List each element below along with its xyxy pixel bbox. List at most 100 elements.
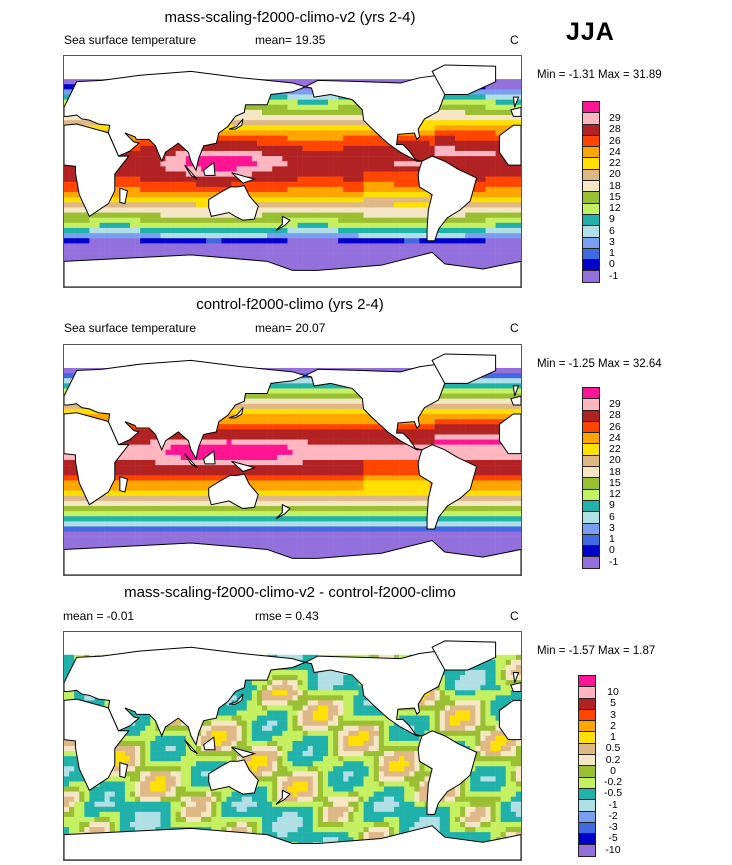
colorbar-tick-label: 18 — [609, 179, 621, 192]
map-cell — [114, 222, 121, 229]
map-cell — [180, 197, 187, 203]
map-cell — [104, 243, 110, 249]
map-cell — [322, 419, 329, 425]
map-cell — [272, 388, 278, 394]
map-cell — [490, 150, 496, 157]
map-cell — [267, 145, 273, 152]
map-cell — [251, 145, 258, 152]
map-cell — [429, 248, 435, 254]
map-cell — [307, 207, 314, 213]
map-cell — [500, 207, 507, 213]
map-cell — [475, 109, 481, 116]
map-cell — [317, 130, 324, 136]
map-cell — [312, 202, 319, 208]
map-cell — [333, 388, 339, 394]
map-cell — [505, 227, 512, 234]
map-cell — [272, 253, 278, 260]
map-cell — [460, 135, 466, 141]
map-cell — [510, 181, 517, 188]
map-cell — [460, 233, 466, 239]
map-cell — [333, 150, 339, 157]
map-cell — [256, 408, 263, 415]
map-cell — [434, 115, 441, 121]
map-cell — [378, 217, 385, 224]
map-cell — [485, 393, 491, 399]
map-cell — [160, 166, 166, 172]
map-cell — [322, 202, 329, 208]
map-cell — [439, 227, 446, 234]
map-cell — [480, 130, 486, 136]
map-cell — [69, 227, 75, 234]
map-cell — [333, 109, 339, 116]
map-cell — [480, 202, 486, 208]
map-cell — [333, 207, 339, 213]
map-cell — [74, 403, 80, 410]
map-cell — [256, 253, 263, 260]
map-cell — [449, 135, 456, 141]
map-cell — [307, 434, 314, 440]
map-cell — [434, 408, 441, 415]
map-cell — [388, 258, 395, 265]
map-cell — [74, 202, 80, 208]
map-cell — [69, 171, 75, 177]
map-cell — [475, 120, 481, 126]
map-cell — [338, 419, 344, 425]
map-cell — [201, 217, 207, 224]
map-cell — [338, 253, 344, 260]
map-cell — [338, 414, 344, 420]
map-cell — [104, 217, 110, 224]
map-cell — [388, 181, 395, 188]
map-cell — [185, 212, 192, 218]
map-cell — [348, 145, 354, 152]
map-cell — [343, 227, 349, 234]
map-cell — [124, 176, 131, 183]
map-cell — [429, 408, 435, 415]
map-cell — [480, 186, 486, 193]
map-cell — [480, 408, 486, 415]
map-cell — [317, 248, 324, 254]
map-cell — [140, 181, 146, 188]
map-cell — [368, 161, 374, 167]
map-cell — [470, 238, 476, 244]
map-cell — [485, 135, 491, 141]
map-cell — [460, 398, 466, 405]
map-cell — [282, 408, 288, 415]
map-cell — [312, 227, 319, 234]
map-cell — [119, 207, 126, 213]
map-cell — [490, 197, 496, 203]
map-cell — [444, 150, 451, 157]
map-cell — [135, 227, 141, 234]
map-cell — [246, 125, 253, 131]
map-cell — [434, 233, 441, 239]
map-cell — [434, 130, 441, 136]
map-cell — [307, 150, 314, 157]
map-cell — [256, 115, 263, 121]
map-cell — [475, 424, 481, 430]
map-cell — [114, 176, 121, 183]
map-cell — [114, 192, 121, 198]
map-cell — [246, 398, 253, 405]
map-cell — [307, 130, 314, 136]
map-cell — [444, 145, 451, 152]
map-cell — [211, 150, 217, 157]
map-cell — [333, 414, 339, 420]
map-cell — [307, 166, 314, 172]
map-cell — [419, 243, 425, 249]
map-cell — [211, 217, 217, 224]
map-cell — [196, 207, 202, 213]
map-cell — [322, 393, 329, 399]
map-cell — [231, 238, 237, 244]
map-cell — [328, 393, 334, 399]
map-cell — [221, 186, 227, 193]
map-cell — [277, 238, 283, 244]
map-cell — [196, 166, 202, 172]
map-cell — [343, 125, 349, 131]
colorbar-swatch — [582, 202, 600, 214]
map-cell — [272, 150, 278, 157]
map-cell — [495, 373, 501, 379]
map-cell — [378, 171, 385, 177]
map-cell — [292, 135, 298, 141]
map-cell — [475, 263, 481, 270]
map-cell — [292, 227, 298, 234]
map-cell — [246, 120, 253, 126]
